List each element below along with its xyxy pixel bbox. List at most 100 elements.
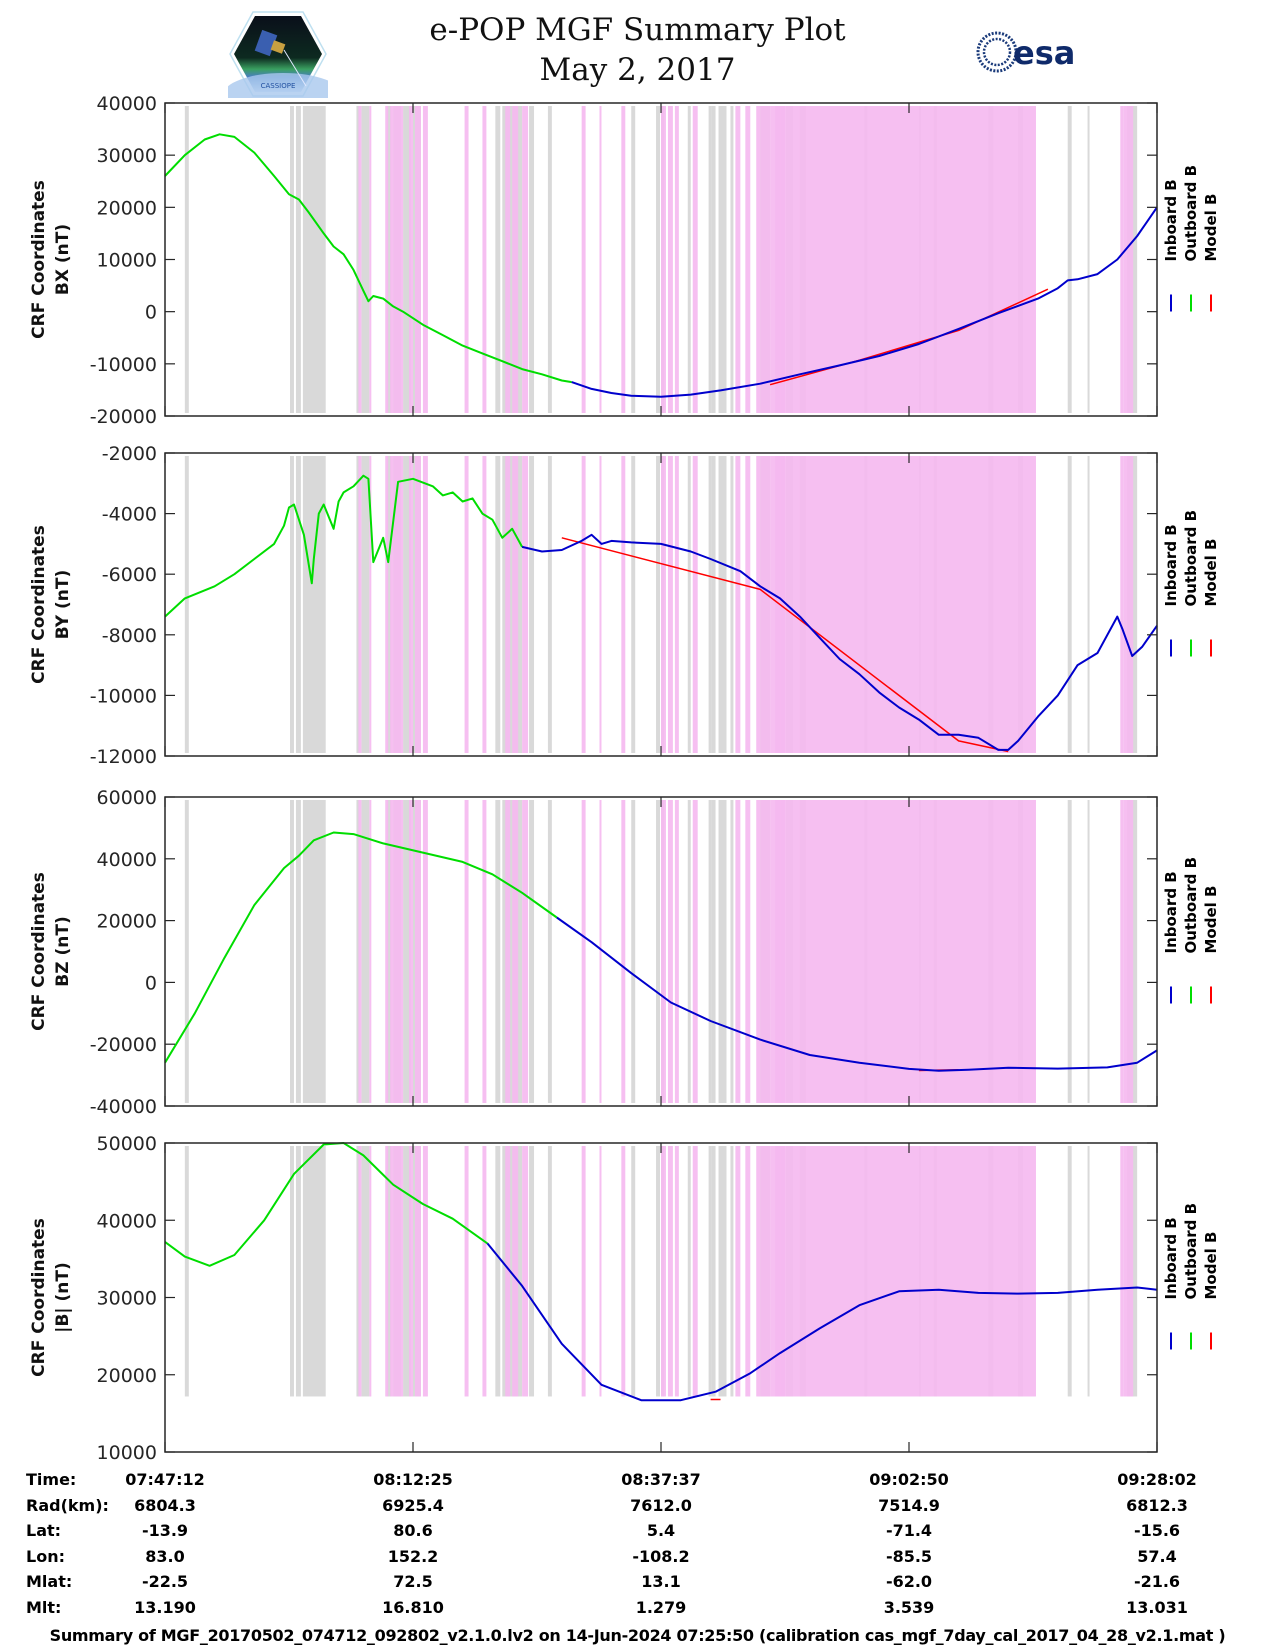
- legend-label: Inboard B: [1162, 1217, 1180, 1299]
- flag-band-gray: [529, 1146, 535, 1397]
- info-cell: 7612.0: [630, 1495, 692, 1515]
- flag-band-pink: [358, 106, 362, 413]
- flag-band-pink: [390, 106, 394, 413]
- flag-band-pink: [692, 106, 698, 413]
- flag-band-pink: [522, 800, 529, 1103]
- legend-label: Model B: [1202, 1232, 1220, 1300]
- cassiope-logo-text: CASSIOPE: [261, 82, 296, 90]
- flag-band-gray: [708, 106, 712, 413]
- chart-title: e-POP MGF Summary Plot: [429, 12, 846, 48]
- flag-band-gray: [687, 1146, 691, 1397]
- flag-band-gray: [495, 1146, 501, 1397]
- y-axis-label-line1: CRF Coordinates: [29, 180, 49, 339]
- info-row-label: Lat:: [26, 1521, 62, 1540]
- info-row-label: Rad(km):: [26, 1495, 109, 1515]
- flag-band-gray: [718, 800, 727, 1103]
- flag-band-pink: [599, 1146, 602, 1397]
- flag-band-gray: [184, 800, 189, 1103]
- flag-band-gray: [289, 456, 294, 753]
- flag-band-pink: [1120, 1146, 1124, 1397]
- flag-band-pink: [661, 1146, 666, 1397]
- flag-band-pink: [482, 800, 487, 1103]
- flag-band-gray: [361, 106, 370, 413]
- flag-band-gray: [295, 1146, 301, 1397]
- y-axis-label: CRF Coordinates BZ (nT): [29, 872, 73, 1031]
- chart-date: May 2, 2017: [539, 52, 736, 88]
- flag-band-pink: [390, 1146, 394, 1397]
- legend-label: Outboard B: [1182, 510, 1200, 607]
- flag-band-pink: [735, 800, 741, 1103]
- flag-band-gray: [295, 456, 301, 753]
- flag-band-pink: [674, 456, 679, 753]
- y-tick-label: -6000: [102, 564, 157, 586]
- y-tick-label: 50000: [97, 1133, 157, 1155]
- legend: Inboard B Outboard B Model B: [1162, 857, 1220, 1004]
- flag-band-pink: [735, 456, 741, 753]
- flag-band-gray: [1087, 456, 1090, 753]
- info-cell: 13.190: [134, 1597, 196, 1617]
- flag-band-gray: [495, 106, 501, 413]
- flag-band-gray: [184, 1146, 189, 1397]
- flag-band-gray: [387, 1146, 392, 1397]
- y-tick-label: 20000: [97, 911, 157, 933]
- flag-band-gray: [356, 800, 360, 1103]
- info-cell: 13.1: [641, 1572, 681, 1591]
- flag-band-gray: [730, 456, 734, 753]
- flag-band-pink: [464, 800, 469, 1103]
- panel-2: -12000 -10000 -8000 -6000 -4000 -2000 CRF Coor…: [29, 443, 1220, 768]
- flag-band-gray: [361, 800, 370, 1103]
- flag-band-gray: [1067, 106, 1072, 413]
- flag-band-gray: [547, 456, 552, 753]
- flag-band-gray: [711, 106, 716, 413]
- flag-band-pink: [760, 800, 771, 1103]
- flag-band-gray: [711, 800, 716, 1103]
- flag-band-pink: [482, 456, 487, 753]
- y-tick-label: 40000: [97, 93, 157, 115]
- y-tick-label: 20000: [97, 1365, 157, 1387]
- y-axis-label-line2: BY (nT): [53, 570, 73, 640]
- flag-band-pink: [390, 456, 394, 753]
- flag-band-pink: [745, 106, 751, 413]
- series-outboard-b: [164, 1142, 488, 1267]
- y-tick-label: -10000: [90, 354, 157, 376]
- y-tick-label: 0: [145, 302, 157, 324]
- flag-band-gray: [1087, 800, 1090, 1103]
- flag-band-gray: [718, 106, 727, 413]
- flag-band-gray: [656, 106, 661, 413]
- info-cell: 83.0: [145, 1546, 185, 1566]
- flag-band-gray: [403, 800, 412, 1103]
- series-inboard-b: [556, 916, 1158, 1072]
- footer-summary: Summary of MGF_20170502_074712_092802_v2…: [49, 1626, 1226, 1645]
- flag-band-pink: [775, 106, 1036, 413]
- flag-band-pink: [581, 456, 586, 753]
- info-cell: -71.4: [885, 1521, 933, 1540]
- flag-band-pink: [512, 106, 519, 413]
- flag-band-pink: [505, 106, 511, 413]
- info-row-label: Mlt:: [26, 1597, 62, 1617]
- flag-band-pink: [390, 800, 394, 1103]
- flag-band-gray: [356, 1146, 360, 1397]
- flag-band-pink: [661, 800, 666, 1103]
- flag-band-gray: [718, 456, 727, 753]
- flag-band-pink: [1123, 106, 1134, 413]
- info-cell: 6804.3: [134, 1495, 196, 1515]
- info-cell: 7514.9: [878, 1495, 940, 1515]
- flag-band-pink: [745, 800, 751, 1103]
- flag-band-pink: [385, 106, 389, 413]
- flag-band-gray: [1067, 800, 1072, 1103]
- flag-band-pink: [422, 456, 428, 753]
- flag-band-pink: [1123, 800, 1134, 1103]
- flag-band-pink: [760, 106, 771, 413]
- flag-band-pink: [1120, 106, 1124, 413]
- flag-band-gray: [529, 800, 535, 1103]
- info-cell: 08:37:37: [621, 1470, 701, 1489]
- flag-band-pink: [667, 106, 673, 413]
- y-tick-label: -10000: [90, 685, 157, 707]
- flag-band-pink: [581, 1146, 586, 1397]
- flag-band-gray: [387, 456, 392, 753]
- flag-band-pink: [393, 1146, 404, 1397]
- flag-band-gray: [631, 456, 636, 753]
- info-cell: 09:02:50: [869, 1470, 949, 1489]
- y-axis-label: CRF Coordinates BY (nT): [29, 525, 73, 684]
